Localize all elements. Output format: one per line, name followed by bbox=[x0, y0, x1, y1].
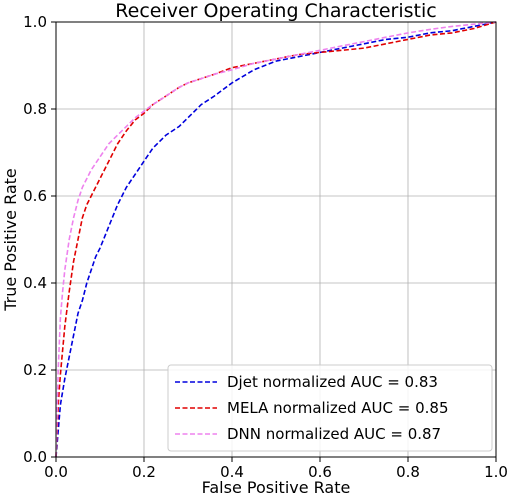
x-tick-label: 0.6 bbox=[308, 463, 332, 481]
y-tick-label: 1.0 bbox=[23, 13, 47, 31]
x-tick-label: 0.8 bbox=[396, 463, 420, 481]
y-tick-label: 0.4 bbox=[23, 274, 47, 292]
legend: Djet normalized AUC = 0.83 MELA normalize… bbox=[167, 364, 493, 452]
legend-box bbox=[167, 364, 493, 452]
x-tick-label: 0.2 bbox=[132, 463, 156, 481]
legend-label-1: MELA normalized AUC = 0.85 bbox=[227, 399, 448, 417]
x-tick-label: 0.4 bbox=[220, 463, 244, 481]
chart-title: Receiver Operating Characteristic bbox=[115, 0, 436, 22]
x-axis-label: False Positive Rate bbox=[202, 478, 351, 497]
plot-frame bbox=[55, 21, 497, 458]
y-axis-ticks: 0.0 0.2 0.4 0.6 0.8 1.0 bbox=[23, 13, 56, 466]
series-group bbox=[55, 21, 497, 458]
y-tick-label: 0.0 bbox=[23, 448, 47, 466]
y-tick-label: 0.6 bbox=[23, 187, 47, 205]
y-axis-label: True Positive Rate bbox=[1, 168, 20, 312]
series-line-0 bbox=[55, 21, 497, 458]
y-tick-label: 0.2 bbox=[23, 361, 47, 379]
x-tick-label: 1.0 bbox=[484, 463, 508, 481]
series-line-2 bbox=[55, 21, 497, 458]
y-tick-label: 0.8 bbox=[23, 100, 47, 118]
legend-label-2: DNN normalized AUC = 0.87 bbox=[227, 425, 441, 443]
x-tick-label: 0.0 bbox=[44, 463, 68, 481]
legend-label-0: Djet normalized AUC = 0.83 bbox=[227, 373, 438, 391]
x-axis-ticks: 0.0 0.2 0.4 0.6 0.8 1.0 bbox=[44, 457, 508, 481]
